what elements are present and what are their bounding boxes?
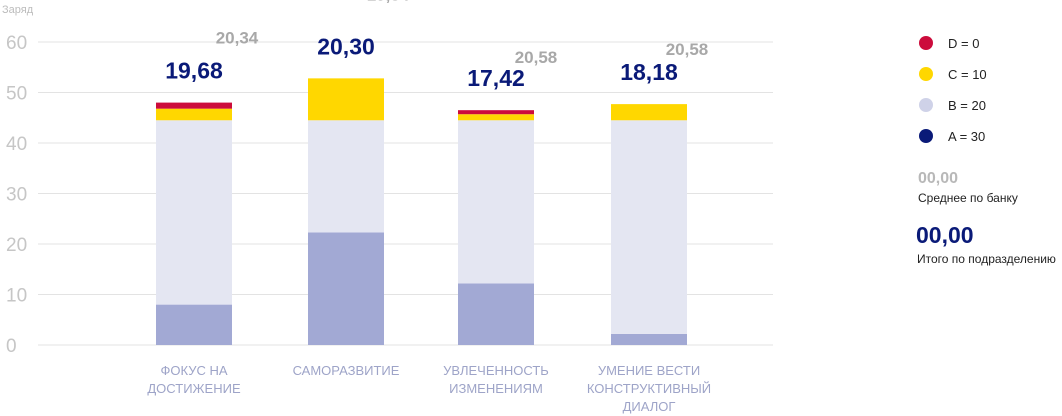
x-category-label: ДОСТИЖЕНИЕ (147, 381, 241, 396)
legend-marker (919, 129, 933, 143)
legend-unit-value: 00,00 (916, 222, 974, 248)
bar-segment-3-d (458, 110, 534, 115)
bar-segment-3-c (458, 114, 534, 121)
y-tick-label: 50 (6, 84, 27, 105)
legend-label: D = 0 (948, 36, 979, 51)
x-category-label: САМОРАЗВИТИЕ (293, 363, 400, 378)
x-category-label: ДИАЛОГ (623, 399, 676, 414)
legend-label: C = 10 (948, 67, 987, 82)
legend-unit-text: Итого по подразделению (917, 252, 1056, 266)
y-tick-label: 20 (6, 235, 27, 256)
bar-segment-4-b (611, 120, 687, 334)
bar-segment-1-c (156, 108, 232, 121)
y-tick-label: 40 (6, 134, 27, 155)
x-category-label: УМЕНИЕ ВЕСТИ (598, 363, 700, 378)
bar-segment-2-b (308, 120, 384, 233)
x-category-label: ИЗМЕНЕНИЯМ (449, 381, 543, 396)
bank-average-label: 20,58 (666, 40, 709, 59)
y-tick-label: 0 (6, 336, 17, 357)
bank-average-label: 20,34 (216, 29, 259, 48)
total-label: 19,68 (165, 58, 223, 84)
bar-segment-2-c (308, 78, 384, 121)
bar-segment-2-a (308, 232, 384, 345)
legend-marker (919, 67, 933, 81)
legend-bank-value: 00,00 (918, 170, 958, 187)
legend-bank-text: Среднее по банку (918, 191, 1018, 205)
bank-average-label: 19,34 (367, 0, 410, 4)
bar-segment-4-c (611, 104, 687, 121)
bar-segment-1-d (156, 102, 232, 109)
y-axis-label: Заряд (2, 4, 34, 16)
total-label: 20,30 (317, 33, 375, 59)
total-label: 17,42 (467, 65, 525, 91)
bank-average-label: 20,58 (515, 48, 558, 67)
legend-label: A = 30 (948, 129, 985, 144)
bar-segment-4-a (611, 333, 687, 345)
y-tick-label: 60 (6, 33, 27, 54)
y-tick-label: 10 (6, 286, 27, 307)
legend-label: B = 20 (948, 98, 986, 113)
bar-segment-3-a (458, 283, 534, 345)
bar-segment-3-b (458, 120, 534, 284)
legend-marker (919, 98, 933, 112)
total-label: 18,18 (620, 59, 678, 85)
y-tick-label: 30 (6, 185, 27, 206)
x-category-label: УВЛЕЧЕННОСТЬ (443, 363, 549, 378)
x-category-label: ФОКУС НА (160, 363, 227, 378)
legend-marker (919, 36, 933, 50)
bar-segment-1-a (156, 304, 232, 345)
bar-segment-1-b (156, 120, 232, 305)
x-category-label: КОНСТРУКТИВНЫЙ (587, 381, 711, 396)
